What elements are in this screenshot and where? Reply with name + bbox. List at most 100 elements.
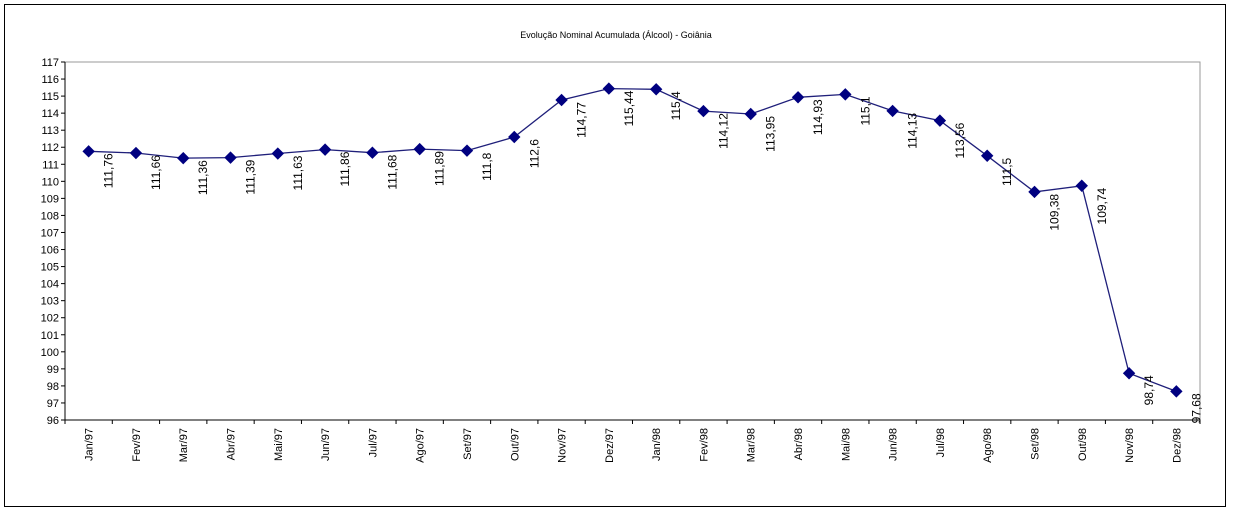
x-tick-label: Mai/98 [840, 428, 852, 461]
y-tick-label: 99 [47, 364, 59, 376]
y-tick-label: 110 [41, 176, 59, 188]
y-tick-label: 106 [41, 245, 59, 257]
x-tick-label: Mar/98 [746, 428, 758, 462]
y-axis: 96 97 98 99 100 101 102 103 104 105 106 107 108 109 11… [41, 57, 66, 427]
data-label: 109,38 [1047, 194, 1061, 231]
data-label: 111,86 [338, 151, 352, 186]
data-label: 111,89 [433, 151, 447, 186]
data-label: 111,5 [1000, 157, 1014, 186]
data-point-marker [318, 143, 332, 156]
x-tick-label: Abr/97 [226, 428, 238, 460]
data-point-marker [508, 130, 521, 144]
data-label: 113,95 [764, 116, 778, 152]
data-label: 111,36 [196, 160, 210, 195]
y-tick-label: 105 [41, 262, 59, 274]
data-label: 111,8 [480, 152, 494, 181]
chart-frame: Evolução Nominal Acumulada (Álcool) - Go… [4, 4, 1226, 507]
data-point-marker [602, 82, 616, 95]
x-tick-label: Mar/97 [178, 428, 190, 462]
y-tick-label: 115 [41, 91, 59, 103]
y-tick-label: 112 [41, 142, 59, 154]
data-point-marker [82, 145, 95, 158]
data-point-marker [839, 88, 852, 101]
data-point-marker [649, 83, 663, 96]
data-label: 111,76 [102, 153, 116, 188]
x-tick-label: Fev/97 [131, 428, 143, 462]
data-point-marker [271, 147, 285, 160]
x-tick-label: Set/97 [462, 428, 474, 460]
x-tick-label: Jul/98 [935, 428, 947, 457]
y-tick-label: 107 [41, 227, 59, 239]
data-label: 97,68 [1189, 393, 1203, 423]
line-chart: Evolução Nominal Acumulada (Álcool) - Go… [41, 30, 1204, 463]
data-label: 115,4 [669, 91, 683, 120]
y-tick-label: 116 [41, 74, 59, 86]
data-label: 111,63 [291, 155, 305, 190]
x-tick-label: Jul/97 [367, 428, 379, 457]
data-point-marker [129, 146, 143, 160]
data-point-marker [886, 104, 899, 118]
data-point-marker [1028, 185, 1041, 199]
series-line-group [82, 82, 1183, 398]
data-point-marker [413, 142, 426, 156]
y-tick-label: 103 [41, 296, 59, 308]
x-axis: Jan/97 Fev/97 Mar/97 Abr/97 Mai/97 Jun/97 Jul/… [64, 419, 1201, 463]
y-tick-label: 109 [41, 193, 59, 205]
data-point-marker [224, 151, 237, 164]
data-label: 114,12 [716, 113, 730, 149]
data-label: 114,13 [906, 113, 920, 149]
x-tick-label: Dez/98 [1171, 428, 1183, 463]
x-tick-label: Jun/98 [888, 428, 900, 461]
data-label: 109,74 [1095, 187, 1109, 224]
y-tick-label: 104 [41, 279, 59, 291]
x-tick-label: Jun/97 [320, 428, 332, 461]
chart-title: Evolução Nominal Acumulada (Álcool) - Go… [520, 30, 712, 40]
data-label: 111,39 [244, 159, 258, 194]
series-line [88, 87, 1177, 393]
y-tick-label: 101 [41, 330, 59, 342]
y-tick-label: 102 [41, 313, 59, 325]
x-tick-label: Ago/98 [982, 428, 994, 463]
data-labels-group: 111,76 111,66 111,36 111,39 111,63 111,86 111,… [102, 90, 1204, 423]
data-point-marker [744, 107, 757, 121]
x-tick-label: Jan/98 [651, 428, 663, 461]
data-point-marker [791, 91, 805, 104]
x-tick-label: Nov/98 [1124, 428, 1136, 463]
x-tick-label: Nov/97 [557, 428, 569, 463]
x-tick-label: Mai/97 [273, 428, 285, 461]
y-tick-label: 114 [41, 108, 59, 120]
x-tick-label: Dez/97 [604, 428, 616, 463]
y-tick-label: 98 [47, 381, 59, 393]
x-tick-label: Fev/98 [698, 428, 710, 462]
data-point-marker [1075, 179, 1088, 192]
y-tick-label: 108 [41, 210, 59, 222]
data-point-marker [980, 149, 994, 162]
data-point-marker [366, 146, 379, 159]
data-label: 111,66 [149, 155, 163, 190]
data-label: 111,68 [385, 154, 399, 189]
x-tick-label: Out/97 [509, 428, 521, 461]
data-label: 98,74 [1142, 375, 1156, 405]
y-tick-label: 100 [41, 347, 59, 359]
y-tick-label: 96 [47, 415, 59, 427]
data-point-marker [460, 144, 474, 157]
x-tick-label: Ago/97 [415, 428, 427, 463]
data-label: 112,6 [527, 139, 541, 168]
y-tick-label: 111 [42, 159, 59, 171]
data-label: 113,56 [953, 122, 967, 158]
data-label: 114,93 [811, 99, 825, 135]
x-tick-label: Jan/97 [84, 428, 96, 461]
data-point-marker [555, 93, 568, 107]
data-point-marker [697, 104, 710, 118]
data-point-marker [933, 114, 947, 127]
data-label: 114,77 [575, 102, 589, 138]
data-point-marker [1170, 385, 1183, 398]
x-tick-label: Set/98 [1029, 428, 1041, 460]
data-label: 115,44 [622, 90, 636, 126]
data-point-marker [177, 151, 190, 165]
y-tick-label: 117 [41, 57, 59, 69]
plot-area [64, 61, 1201, 421]
data-label: 115,1 [858, 96, 872, 125]
x-tick-label: Out/98 [1077, 428, 1089, 461]
data-point-marker [1122, 367, 1136, 380]
